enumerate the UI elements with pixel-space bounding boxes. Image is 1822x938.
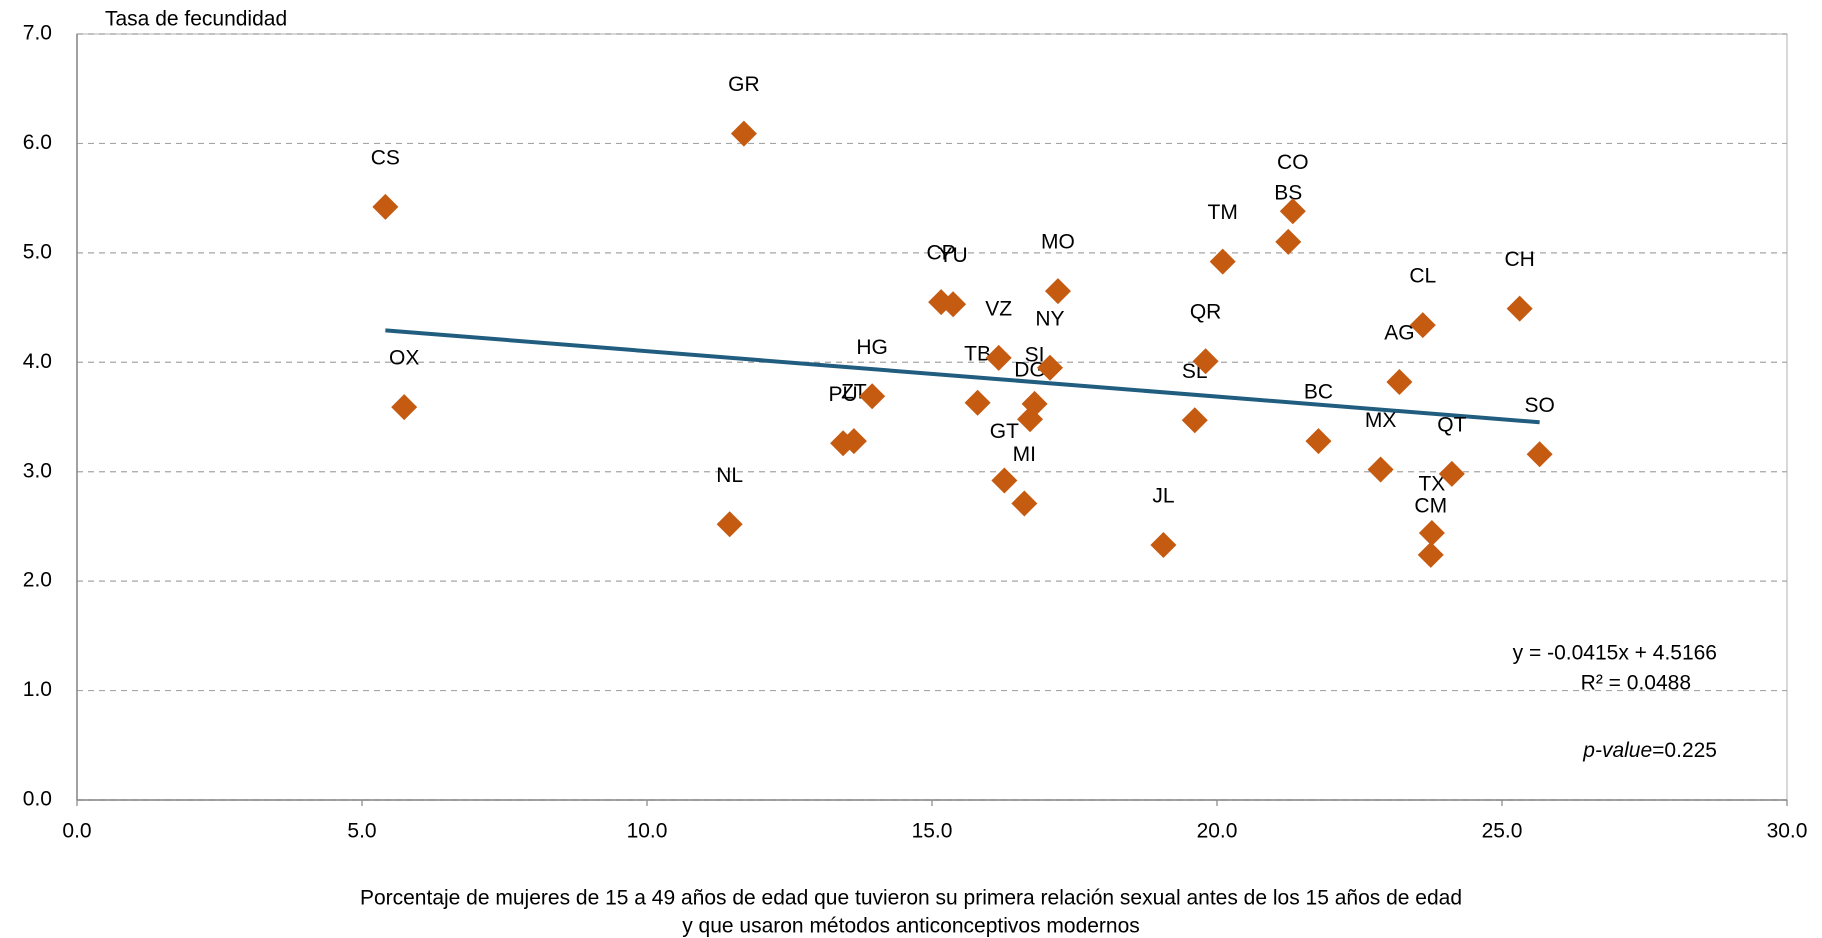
data-point: [1036, 354, 1063, 381]
data-point: [1506, 295, 1533, 322]
y-tick-label: 7.0: [23, 22, 52, 45]
p-value-text: =0.225: [1652, 739, 1717, 762]
x-tick-label: 0.0: [62, 820, 91, 843]
data-point: [1438, 460, 1465, 487]
point-label: BC: [1304, 381, 1333, 404]
point-label: VZ: [985, 297, 1012, 320]
x-tick-label: 15.0: [912, 820, 953, 843]
y-tick-label: 1.0: [23, 678, 52, 701]
point-label: BS: [1274, 181, 1302, 204]
trend-r-squared: R² = 0.0488: [1581, 672, 1691, 695]
data-point: [1181, 407, 1208, 434]
point-label: TM: [1208, 201, 1238, 224]
point-label: CL: [1409, 265, 1436, 288]
data-point: [730, 120, 757, 147]
data-point: [391, 394, 418, 421]
data-point: [1367, 456, 1394, 483]
point-label: MX: [1365, 409, 1397, 432]
data-point: [1418, 519, 1445, 546]
point-label: NY: [1035, 307, 1064, 330]
trend-line: [385, 328, 1540, 425]
y-tick-label: 4.0: [23, 350, 52, 373]
x-tick-label: 25.0: [1482, 820, 1523, 843]
point-label: YU: [938, 244, 967, 267]
point-label: TB: [964, 342, 991, 365]
point-label: SO: [1524, 394, 1554, 417]
data-point: [1409, 312, 1436, 339]
data-point: [1279, 198, 1306, 225]
data-point: [1192, 348, 1219, 375]
point-label: CO: [1277, 151, 1309, 174]
point-label: AG: [1384, 322, 1414, 345]
point-label: JL: [1152, 485, 1174, 508]
point-label: OX: [389, 347, 419, 370]
point-label: QR: [1190, 301, 1222, 324]
x-axis-title: Porcentaje de mujeres de 15 a 49 años de…: [360, 887, 1462, 910]
point-label: TX: [1418, 473, 1445, 496]
x-tick-label: 5.0: [347, 820, 376, 843]
point-label: ZT: [841, 381, 867, 404]
data-point: [1209, 248, 1236, 275]
point-label: CP: [927, 242, 956, 265]
y-tick-label: 5.0: [23, 240, 52, 263]
y-tick-label: 6.0: [23, 131, 52, 154]
trend-equation: y = -0.0415x + 4.5166: [1513, 642, 1717, 665]
data-point: [372, 193, 399, 220]
y-tick-label: 2.0: [23, 569, 52, 592]
x-tick-label: 10.0: [627, 820, 668, 843]
data-point: [1386, 368, 1413, 395]
point-label: CH: [1504, 248, 1534, 271]
point-label: GT: [990, 420, 1019, 443]
point-label: MI: [1013, 443, 1036, 466]
data-point: [1017, 406, 1044, 433]
point-label: CS: [371, 146, 400, 169]
point-label: GR: [728, 73, 760, 96]
point-label: NL: [716, 464, 743, 487]
data-point: [964, 389, 991, 416]
data-point: [991, 467, 1018, 494]
data-point: [840, 428, 867, 455]
data-point: [716, 511, 743, 538]
x-tick-label: 30.0: [1767, 820, 1808, 843]
data-point: [940, 291, 967, 318]
p-value: p-value=0.225: [1582, 739, 1717, 762]
data-point: [1011, 490, 1038, 517]
point-label: SI: [1025, 343, 1045, 366]
point-label: HG: [856, 336, 888, 359]
data-point: [859, 383, 886, 410]
data-point: [1526, 441, 1553, 468]
y-tick-label: 3.0: [23, 459, 52, 482]
data-point: [1275, 228, 1302, 255]
data-point: [1044, 278, 1071, 305]
point-label: CM: [1414, 494, 1447, 517]
data-point: [1150, 532, 1177, 559]
point-label: QT: [1437, 413, 1466, 436]
plot-border: [76, 33, 1788, 801]
point-label: MO: [1041, 231, 1075, 254]
x-tick-label: 20.0: [1197, 820, 1238, 843]
x-axis-title: y que usaron métodos anticonceptivos mod…: [682, 915, 1140, 938]
y-tick-label: 0.0: [23, 788, 52, 811]
data-point: [1305, 428, 1332, 455]
y-axis-title: Tasa de fecundidad: [105, 8, 287, 31]
point-label: DG: [1014, 359, 1046, 382]
p-value-label: p-value: [1582, 739, 1652, 762]
data-point: [985, 344, 1012, 371]
point-label: PU: [828, 383, 857, 406]
data-point: [1417, 541, 1444, 568]
